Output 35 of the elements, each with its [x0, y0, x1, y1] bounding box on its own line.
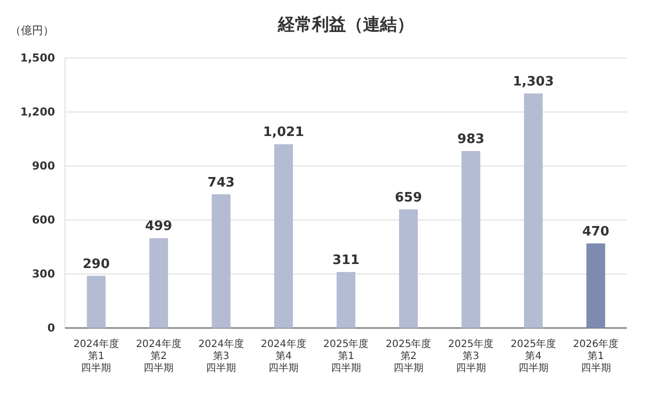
bar — [524, 93, 543, 328]
y-tick-label: 1,500 — [20, 52, 56, 65]
data-label: 290 — [82, 256, 110, 272]
x-tick-label: 2025年度第2四半期 — [386, 338, 432, 374]
y-tick-label: 900 — [32, 160, 56, 173]
x-tick-label: 2026年度第1四半期 — [573, 338, 619, 374]
y-axis-title: （億円） — [10, 24, 54, 37]
y-tick-label: 600 — [32, 214, 56, 227]
data-label: 1,021 — [262, 125, 304, 140]
data-label: 1,303 — [512, 74, 554, 90]
data-label: 499 — [145, 219, 172, 234]
chart-title: 経常利益（連結） — [277, 15, 414, 35]
bar — [86, 276, 106, 328]
bar — [274, 144, 293, 328]
bar — [336, 272, 356, 328]
data-label: 743 — [208, 175, 235, 190]
y-tick-label: 1,200 — [20, 106, 56, 119]
x-tick-label: 2025年度第1四半期 — [323, 338, 369, 374]
x-tick-label: 2024年度第4四半期 — [260, 338, 306, 374]
bar — [399, 209, 418, 328]
x-tick-label: 2025年度第4四半期 — [510, 338, 556, 374]
x-tick-label: 2024年度第3四半期 — [198, 338, 244, 374]
x-tick-label: 2025年度第3四半期 — [448, 338, 494, 374]
y-tick-label: 300 — [32, 268, 56, 281]
bar — [149, 238, 168, 328]
x-tick-label: 2024年度第2四半期 — [136, 338, 182, 374]
y-tick-label: 0 — [47, 322, 56, 335]
bar — [586, 243, 606, 328]
data-label: 659 — [394, 190, 422, 206]
bar — [462, 151, 480, 328]
data-label: 311 — [332, 253, 360, 268]
data-label: 983 — [457, 132, 484, 148]
x-tick-label: 2024年度第1四半期 — [73, 338, 119, 374]
data-label: 470 — [582, 224, 610, 240]
bar — [212, 194, 230, 328]
